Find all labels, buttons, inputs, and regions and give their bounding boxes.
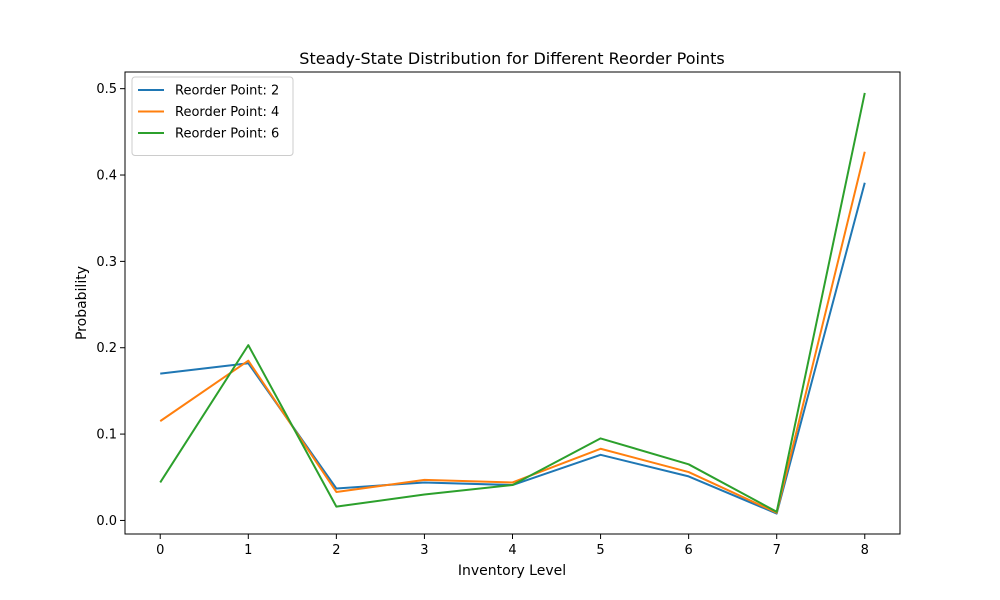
legend: Reorder Point: 2 Reorder Point: 4 Reorder …: [131, 76, 294, 156]
y-tick-label: 0.3: [96, 255, 117, 270]
x-tick-label: 2: [332, 543, 340, 558]
series-line-2: [159, 151, 866, 514]
x-tick-label: 3: [420, 543, 428, 558]
legend-frame: [131, 76, 294, 156]
y-tick-label: 0.5: [96, 82, 117, 97]
y-tick-label: 0.2: [96, 341, 117, 356]
chart-title: Steady-State Distribution for Different …: [299, 49, 724, 68]
y-tick-label: 0.4: [96, 169, 117, 184]
x-tick-label: 6: [684, 543, 692, 558]
x-tick-label: 4: [508, 543, 516, 558]
series-line-1: [160, 182, 866, 515]
plot-area: [159, 92, 866, 515]
y-axis-label: Probability: [74, 266, 90, 340]
y-tick-label: 0.1: [96, 428, 117, 443]
x-axis: 0 1 2 3 4 5 6 7 8: [156, 534, 869, 558]
y-tick-label: 0.0: [96, 514, 117, 529]
legend-entry-label: Reorder Point: 6: [175, 127, 279, 142]
legend-entry-label: Reorder Point: 4: [175, 105, 279, 120]
y-axis: 0.0 0.1 0.2 0.3 0.4 0.5: [96, 82, 125, 529]
x-tick-label: 8: [861, 543, 869, 558]
x-tick-label: 7: [773, 543, 781, 558]
x-tick-label: 1: [244, 543, 252, 558]
x-tick-label: 0: [156, 543, 164, 558]
series-line-3: [159, 92, 866, 513]
x-axis-label: Inventory Level: [458, 563, 566, 579]
legend-entry-label: Reorder Point: 2: [175, 84, 279, 99]
x-tick-label: 5: [596, 543, 604, 558]
